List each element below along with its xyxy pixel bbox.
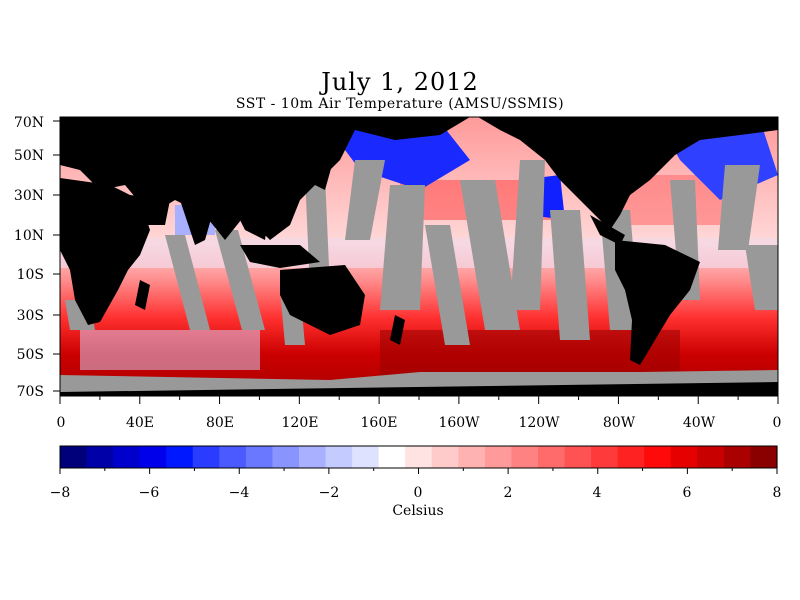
colorbar-cell xyxy=(511,446,539,468)
lat-label: 30N xyxy=(14,188,44,204)
cold-patch-nw-pacific xyxy=(330,122,470,190)
land-se-asia xyxy=(230,200,270,240)
lon-label: 0 xyxy=(773,415,782,431)
lat-label: 50N xyxy=(14,148,44,164)
lon-labels: 0 40E 80E 120E 160E 160W 120W 80W 40W 0 xyxy=(57,415,782,431)
colorbar-tick-label: −6 xyxy=(139,485,160,501)
colorbar-cell xyxy=(644,446,672,468)
lon-label: 160E xyxy=(361,415,398,431)
colorbar-ticks xyxy=(59,468,778,474)
colorbar-cell xyxy=(431,446,459,468)
colorbar-cell xyxy=(139,446,167,468)
colorbar-cell xyxy=(670,446,698,468)
lat-label: 10N xyxy=(14,228,44,244)
colorbar-cell xyxy=(245,446,274,468)
lon-label: 40E xyxy=(126,415,154,431)
colorbar-cell xyxy=(86,446,114,468)
lat-label: 50S xyxy=(17,347,44,363)
land-new-zealand xyxy=(390,315,405,345)
land-eurasia xyxy=(60,117,470,240)
lon-ticks xyxy=(59,396,779,404)
land-australia xyxy=(280,265,365,335)
land-north-america xyxy=(478,117,778,230)
colorbar-cell xyxy=(325,446,353,468)
lat-label: 30S xyxy=(17,308,44,324)
lat-ticks xyxy=(53,120,60,392)
colorbar-cell xyxy=(192,446,220,468)
land-arabia xyxy=(130,195,170,225)
colorbar-tick-label: 4 xyxy=(593,485,602,501)
colorbar-cell xyxy=(458,446,486,468)
colorbar-tick-label: −2 xyxy=(319,485,340,501)
colorbar: −8 −6 −4 −2 0 2 4 6 8 Celsius xyxy=(50,445,782,519)
lat-label: 70S xyxy=(17,384,44,400)
land-south-america xyxy=(615,240,700,365)
colorbar-cell xyxy=(723,446,752,468)
colorbar-tick-label: 2 xyxy=(504,485,513,501)
lon-label: 0 xyxy=(57,415,66,431)
colorbar-cell xyxy=(378,446,406,468)
colorbar-cell xyxy=(166,446,194,468)
colorbar-cell xyxy=(697,446,725,468)
colorbar-tick-label: −4 xyxy=(229,485,250,501)
land-indonesia xyxy=(240,245,320,268)
map-subtitle: SST - 10m Air Temperature (AMSU/SSMIS) xyxy=(235,96,565,112)
lat-label: 70N xyxy=(14,115,44,131)
cold-patch-indian-south xyxy=(80,330,260,370)
colorbar-cell xyxy=(219,446,247,468)
colorbar-tick-label: 6 xyxy=(683,485,692,501)
colorbar-cell xyxy=(538,446,566,468)
lon-label: 160W xyxy=(438,415,480,431)
land-africa xyxy=(60,178,150,325)
colorbar-cell xyxy=(352,446,380,468)
lon-label: 80E xyxy=(206,415,234,431)
land-greenland xyxy=(650,117,720,140)
colorbar-tick-label: −8 xyxy=(50,485,71,501)
lon-label: 80W xyxy=(603,415,636,431)
colorbar-cell xyxy=(591,446,619,468)
colorbar-cell xyxy=(272,446,300,468)
lon-label: 120W xyxy=(518,415,560,431)
colorbar-cell xyxy=(750,446,778,468)
colorbar-cell xyxy=(113,446,141,468)
land-japan xyxy=(315,160,332,190)
colorbar-tick-label: 8 xyxy=(773,485,782,501)
antarctic-ice-margin xyxy=(60,370,778,392)
colorbar-cell xyxy=(299,446,327,468)
lat-label: 10S xyxy=(17,267,44,283)
land-madagascar xyxy=(135,280,150,310)
map-panel xyxy=(60,117,778,396)
land-central-america xyxy=(590,215,625,245)
colorbar-unit-label: Celsius xyxy=(392,503,443,519)
land-india xyxy=(180,200,215,245)
colorbar-cell xyxy=(405,446,433,468)
colorbar-cell xyxy=(617,446,645,468)
land-europe-west xyxy=(60,117,110,150)
colorbar-tick-label: 0 xyxy=(414,485,423,501)
colorbar-cells xyxy=(60,446,778,468)
lat-labels: 70N 50N 30N 10N 10S 30S 50S 70S xyxy=(14,115,44,400)
colorbar-tick-labels: −8 −6 −4 −2 0 2 4 6 8 xyxy=(50,485,782,501)
colorbar-cell xyxy=(564,446,592,468)
lon-label: 40W xyxy=(683,415,716,431)
colorbar-cell xyxy=(484,446,513,468)
colorbar-cell xyxy=(60,446,88,468)
map-title: July 1, 2012 xyxy=(321,68,479,96)
lon-label: 120E xyxy=(282,415,319,431)
